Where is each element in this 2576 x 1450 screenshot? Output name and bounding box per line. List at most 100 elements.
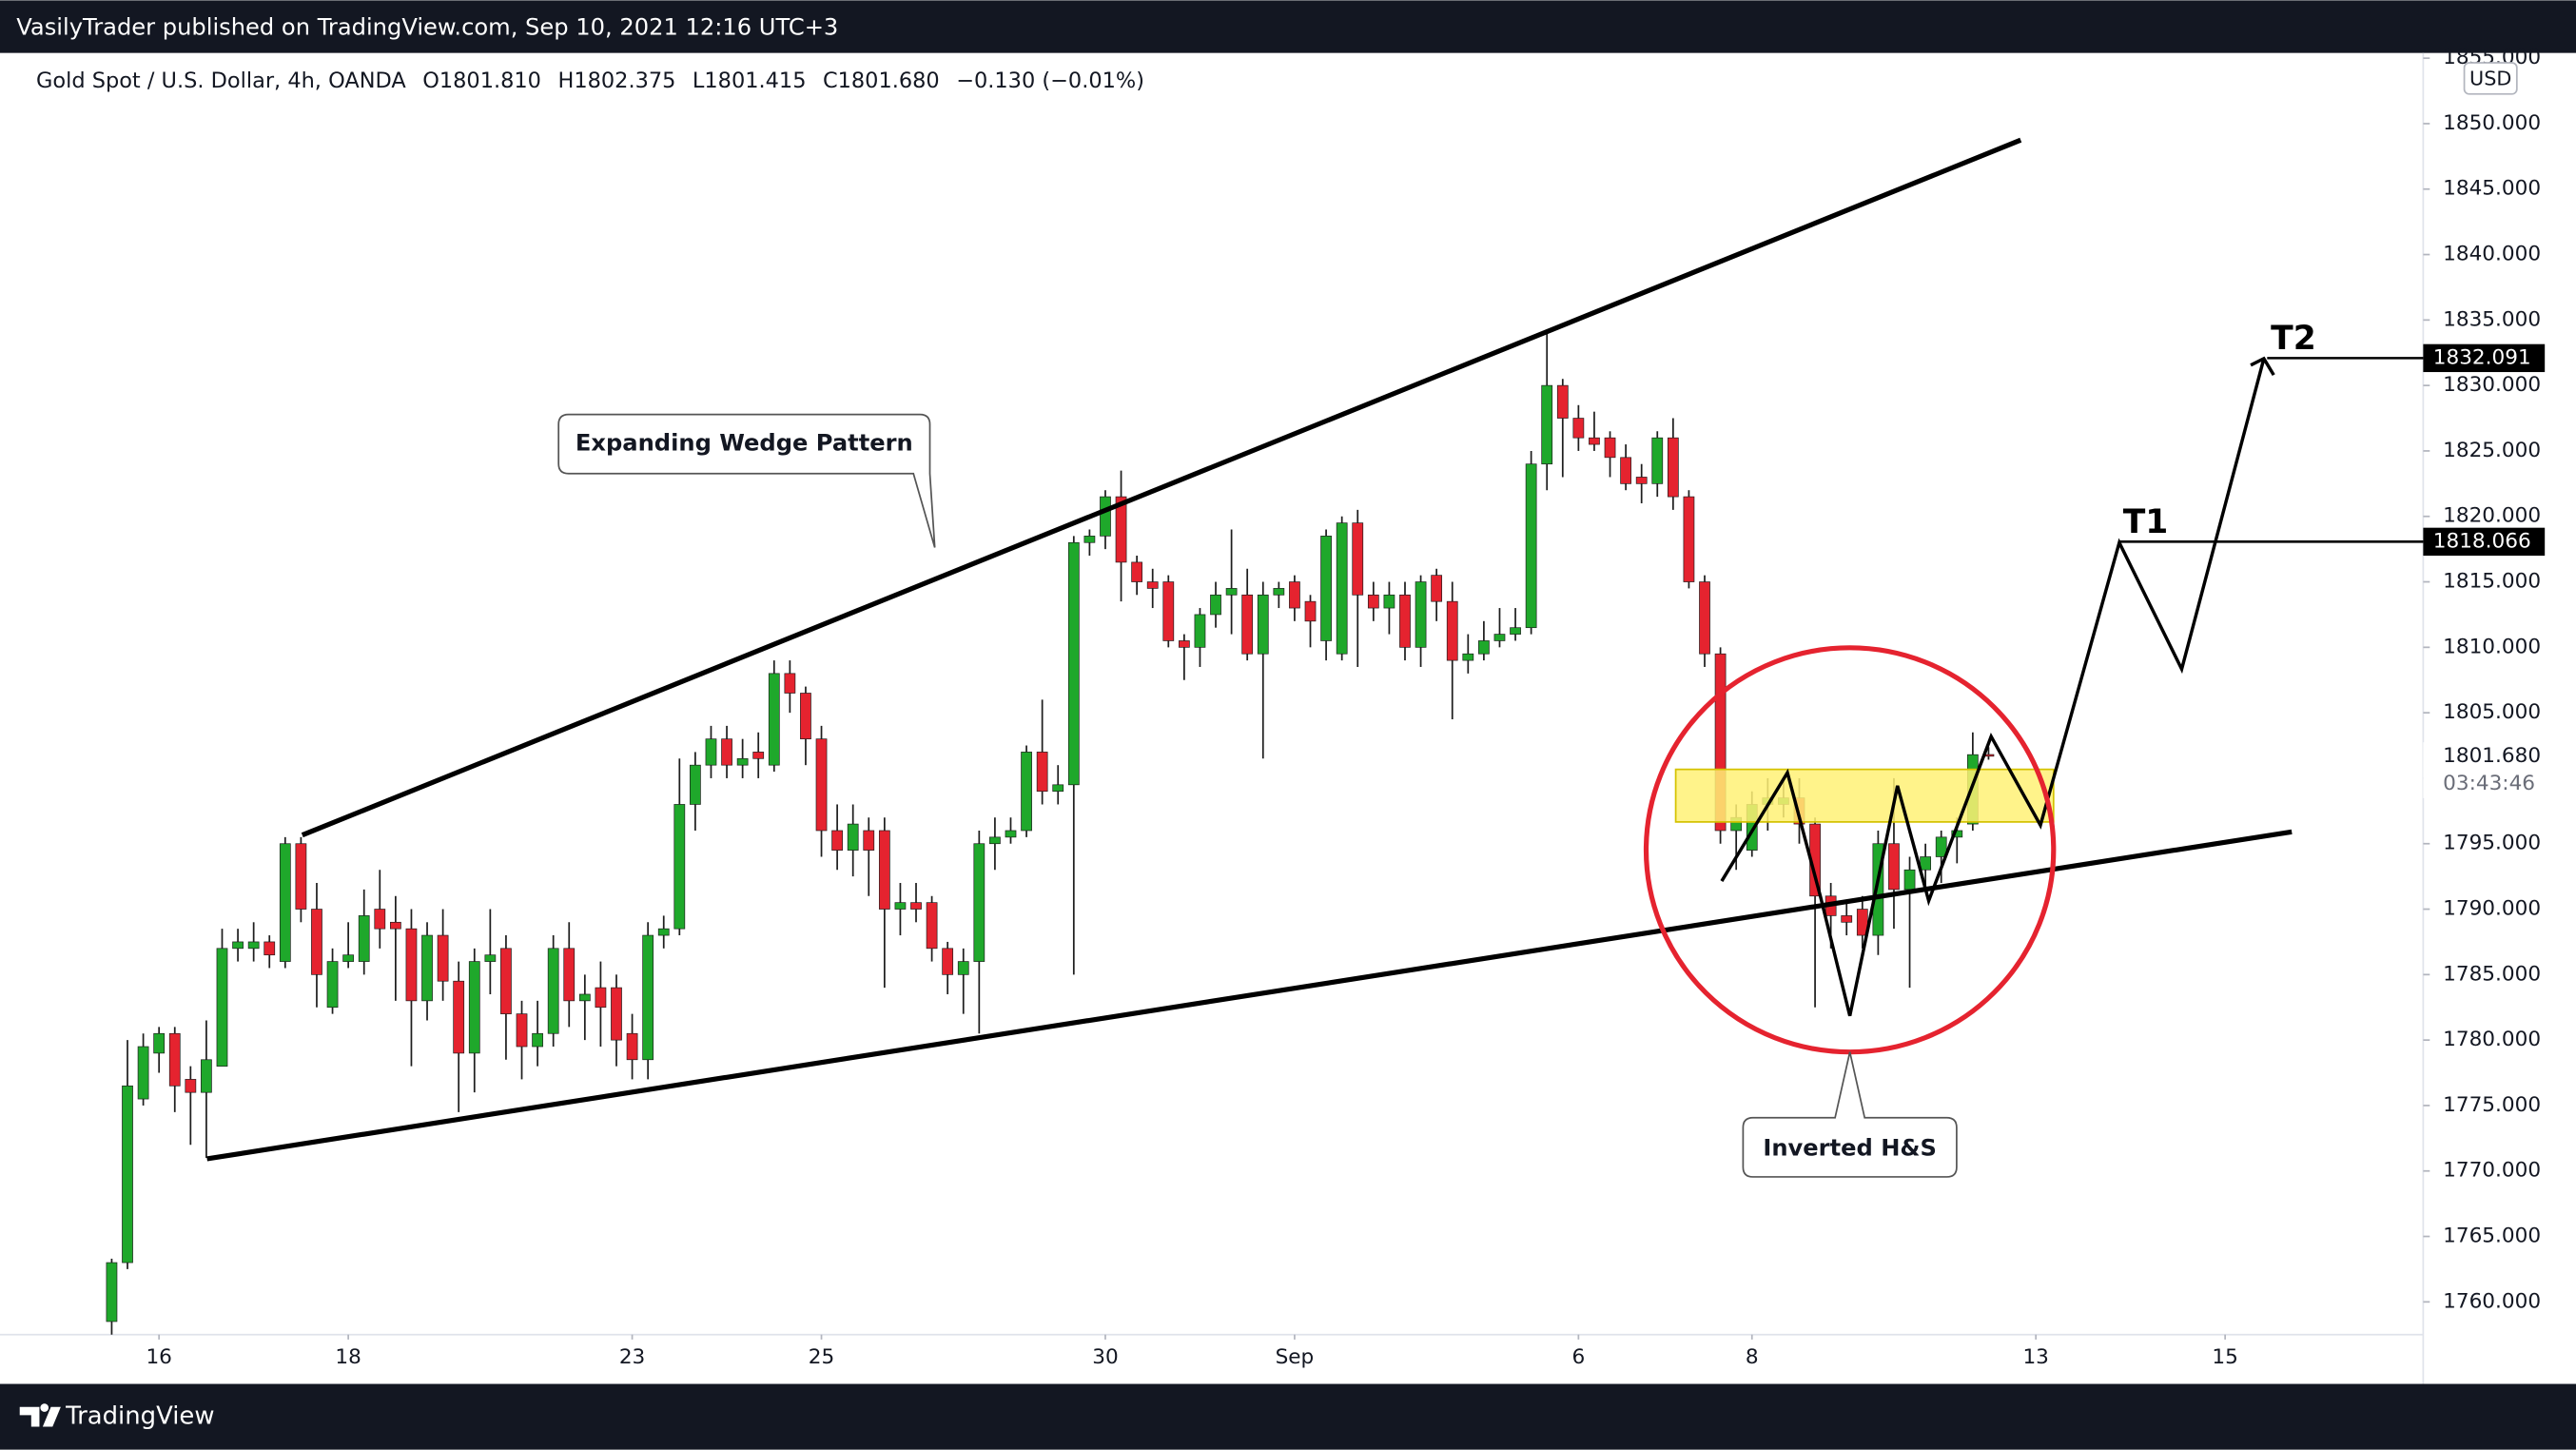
candle-body	[611, 987, 622, 1041]
candle-body	[690, 764, 701, 805]
currency-box	[2463, 62, 2518, 95]
candle-body	[736, 757, 749, 766]
candle-body	[1367, 594, 1379, 609]
candle-body	[500, 948, 512, 1014]
candle-body	[137, 1046, 149, 1100]
candle-body	[263, 941, 276, 956]
x-tick-label: 16	[146, 1345, 171, 1369]
candle-body	[1431, 575, 1443, 602]
candle-body	[1100, 496, 1111, 537]
footer-brand: TradingView	[65, 1402, 214, 1431]
candle-body	[106, 1262, 118, 1323]
candle-body	[1903, 869, 1916, 891]
candle-body	[453, 980, 465, 1054]
pattern-path	[1720, 358, 2266, 1017]
candle-body	[1005, 830, 1017, 838]
y-tick-label: 1835.000	[2443, 307, 2541, 331]
candles: 1760.000 1765.000 1770.000 1775.000 1780.000…	[106, 46, 2541, 1369]
x-tick-label: 13	[2022, 1345, 2048, 1369]
y-tick-label: 1765.000	[2443, 1225, 2541, 1248]
ohlc-open: O1801.810	[422, 69, 541, 93]
ohlc-close: C1801.680	[823, 69, 940, 93]
candle-body	[768, 673, 780, 766]
countdown: 03:43:46	[2443, 772, 2535, 795]
candle-body	[1083, 536, 1096, 543]
wedge-lower-line	[206, 829, 2293, 1162]
candle-body	[1352, 522, 1364, 596]
y-tick-label: 1810.000	[2443, 635, 2541, 658]
candle-body	[1194, 614, 1206, 648]
candle-body	[1178, 640, 1190, 648]
candle-body	[1210, 594, 1221, 616]
candle-body	[168, 1032, 181, 1087]
x-tick-label: 30	[1092, 1345, 1118, 1369]
ohlc-change: −0.130 (−0.01%)	[956, 69, 1144, 93]
candle-body	[1510, 627, 1521, 635]
candle-body	[468, 961, 480, 1054]
candle-body	[595, 987, 607, 1009]
candle-body	[547, 948, 559, 1034]
pattern-circle	[1643, 645, 2057, 1055]
candle-body	[232, 941, 244, 950]
callout-text: Inverted H&S	[1763, 1135, 1937, 1162]
candle-body	[216, 948, 228, 1068]
y-tick-label: 1785.000	[2443, 962, 2541, 986]
candle-body	[673, 804, 686, 930]
y-tick-label: 1805.000	[2443, 700, 2541, 724]
ohlc-low: L1801.415	[693, 69, 807, 93]
x-tick-label: 8	[1746, 1345, 1759, 1369]
candle-body	[784, 673, 796, 694]
candle-body	[1525, 463, 1537, 629]
y-tick-label: 1840.000	[2443, 243, 2541, 266]
candle-body	[1651, 437, 1664, 484]
candle-body	[1635, 477, 1648, 484]
candle-body	[153, 1032, 166, 1054]
candle-body	[342, 954, 355, 962]
y-tick-label: 1845.000	[2443, 177, 2541, 201]
candle-body	[910, 902, 922, 910]
candle-body	[894, 902, 907, 910]
x-tick-label: 15	[2212, 1345, 2237, 1369]
y-tick-label: 1815.000	[2443, 570, 2541, 594]
candle-body	[1872, 843, 1884, 936]
symbol-legend: Gold Spot / U.S. Dollar, 4h, OANDA O1801…	[36, 69, 1144, 93]
candle-body	[1146, 581, 1159, 589]
candle-body	[1935, 836, 1947, 857]
candle-body	[1257, 594, 1269, 655]
candle-body	[847, 823, 859, 851]
candle-body	[1021, 752, 1032, 832]
footer-bar	[0, 1383, 2576, 1450]
symbol: Gold Spot / U.S. Dollar, 4h, OANDA	[36, 69, 406, 93]
currency-label: USD	[2469, 67, 2511, 89]
candle-body	[421, 934, 433, 1002]
overlay: T1 1818.066 T2 1832.091 1801.680 03:43:46 USD	[2118, 62, 2576, 798]
candle-body	[1462, 653, 1474, 661]
y-tick-label: 1775.000	[2443, 1093, 2541, 1117]
price-label-bg	[2423, 343, 2546, 373]
wedge-upper-line	[301, 137, 2022, 838]
candle-body	[1162, 581, 1175, 641]
candle-body	[926, 902, 938, 950]
candle-body	[1131, 561, 1143, 582]
candle-body	[311, 909, 322, 975]
candle-body	[279, 843, 291, 962]
y-tick-label: 1760.000	[2443, 1289, 2541, 1313]
candle-body	[1115, 496, 1127, 563]
candle-body	[1399, 594, 1411, 648]
y-tick-label: 1780.000	[2443, 1028, 2541, 1051]
candle-body	[1478, 640, 1490, 655]
candle-body	[247, 941, 260, 950]
target-name: T1	[2123, 503, 2169, 541]
candle-body	[374, 909, 386, 930]
candle-body	[657, 928, 670, 936]
candle-body	[1320, 536, 1332, 641]
header-bar	[0, 0, 2576, 53]
ohlc-high: H1802.375	[557, 69, 675, 93]
price-label: 1818.066	[2433, 529, 2531, 553]
candle-body	[1241, 594, 1254, 655]
price-label-bg	[2423, 527, 2546, 557]
price-label: 1832.091	[2433, 345, 2531, 369]
candle-body	[1067, 541, 1080, 786]
candle-body	[1446, 600, 1458, 661]
